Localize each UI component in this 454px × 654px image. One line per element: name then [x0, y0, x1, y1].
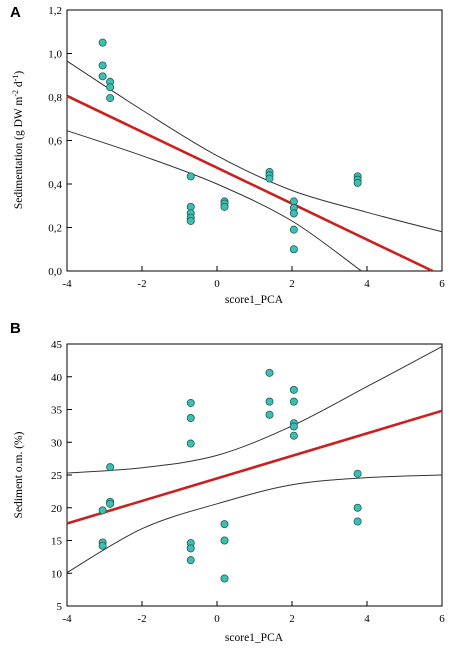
data-point: [220, 536, 229, 545]
data-point: [289, 422, 298, 431]
x-tick-label: 6: [439, 613, 445, 625]
fit-line-b: [66, 409, 443, 525]
data-point: [106, 94, 115, 103]
data-point: [106, 463, 115, 472]
data-point: [220, 574, 229, 583]
data-point: [289, 225, 298, 234]
chart-panel-a: A -4 -2 0 2 4 6 0,0 0,2 0,4 0,6 0,8 1,0 1,2 score1_P…: [10, 4, 445, 306]
data-point: [220, 520, 229, 529]
panel-label-b: B: [10, 320, 21, 337]
x-axis-label-a: score1_PCA: [225, 294, 284, 306]
data-point: [186, 414, 195, 423]
points-a: [98, 38, 362, 254]
ci-lower-line: [66, 474, 443, 574]
panel-label-a: A: [10, 4, 21, 21]
data-point: [186, 439, 195, 448]
data-point: [186, 556, 195, 565]
y-tick-label: 0,2: [48, 223, 62, 235]
data-point: [289, 397, 298, 406]
y-tick-label: 5: [57, 601, 63, 613]
data-point: [289, 385, 298, 394]
plot-area-a: [66, 9, 443, 272]
y-tick-label: 0,8: [48, 92, 62, 104]
x-tick-label: -2: [137, 278, 146, 290]
x-tick-label: 2: [289, 278, 295, 290]
y-axis-label-a: Sedimentation (g DW m-2 d-1): [11, 71, 25, 210]
y-tick-label: 40: [51, 372, 63, 384]
y-tick-label: 30: [51, 437, 63, 449]
data-point: [106, 499, 115, 508]
x-tick-label: 6: [439, 278, 445, 290]
y-axis-label-a-mid: d: [13, 81, 25, 90]
y-tick-label: 10: [51, 568, 63, 580]
y-axis-label-a-sup2: -1: [11, 75, 20, 82]
confidence-bands-b: [66, 346, 443, 574]
data-point: [353, 517, 362, 526]
data-point: [98, 38, 107, 47]
data-point: [98, 72, 107, 81]
ticks-b: -4 -2 0 2 4 6 5 10 15 20 25 30 35 40 45: [51, 339, 445, 625]
x-tick-label: 4: [364, 613, 370, 625]
x-tick-label: 0: [214, 278, 220, 290]
x-axis-label-b: score1_PCA: [225, 632, 284, 644]
data-point: [98, 506, 107, 515]
plot-area-b: [66, 343, 443, 607]
y-axis-label-a-end: ): [13, 71, 25, 75]
y-tick-label: 20: [51, 503, 63, 515]
regression-line: [66, 409, 443, 525]
x-tick-label: -4: [62, 278, 72, 290]
x-tick-label: -2: [137, 613, 146, 625]
data-point: [353, 469, 362, 478]
data-point: [186, 216, 195, 225]
data-point: [265, 397, 274, 406]
y-tick-label: 15: [51, 536, 63, 548]
data-point: [186, 544, 195, 553]
ticks-a: -4 -2 0 2 4 6 0,0 0,2 0,4 0,6 0,8 1,0 1,2: [48, 5, 445, 290]
y-tick-label: 35: [51, 405, 63, 417]
data-point: [98, 541, 107, 550]
ci-upper-line: [66, 60, 443, 233]
data-point: [289, 245, 298, 254]
y-tick-label: 0,4: [48, 179, 62, 191]
regression-line: [66, 94, 434, 273]
y-tick-label: 25: [51, 470, 63, 482]
data-point: [265, 368, 274, 377]
data-point: [289, 197, 298, 206]
y-tick-label: 0,6: [48, 136, 62, 148]
data-point: [353, 503, 362, 512]
ci-lower-line: [66, 130, 362, 272]
data-point: [353, 178, 362, 187]
x-tick-label: 2: [289, 613, 295, 625]
y-tick-label: 1,0: [48, 49, 62, 61]
data-point: [106, 83, 115, 92]
y-axis-label-a-sup1: -2: [11, 90, 20, 97]
data-point: [265, 174, 274, 183]
y-axis-label-b: Sediment o.m. (%): [13, 431, 25, 518]
data-point: [265, 410, 274, 419]
y-axis-label-a-main: Sedimentation (g DW m: [13, 97, 25, 210]
data-point: [186, 202, 195, 211]
fit-line-a: [66, 94, 434, 273]
y-tick-label: 0,0: [48, 266, 62, 278]
data-point: [289, 209, 298, 218]
confidence-bands-a: [66, 60, 443, 272]
ci-upper-line: [66, 346, 443, 474]
data-point: [98, 61, 107, 70]
data-point: [289, 431, 298, 440]
chart-panel-b: B -4 -2 0 2 4 6 5 10 15 20 25 30 35 40 45 score1_PCA S…: [10, 320, 445, 644]
data-point: [186, 398, 195, 407]
points-b: [98, 368, 362, 583]
y-tick-label: 45: [51, 339, 63, 351]
x-tick-label: -4: [62, 613, 72, 625]
data-point: [220, 202, 229, 211]
x-tick-label: 0: [214, 613, 220, 625]
x-tick-label: 4: [364, 278, 370, 290]
data-point: [186, 172, 195, 181]
y-tick-label: 1,2: [48, 5, 62, 17]
